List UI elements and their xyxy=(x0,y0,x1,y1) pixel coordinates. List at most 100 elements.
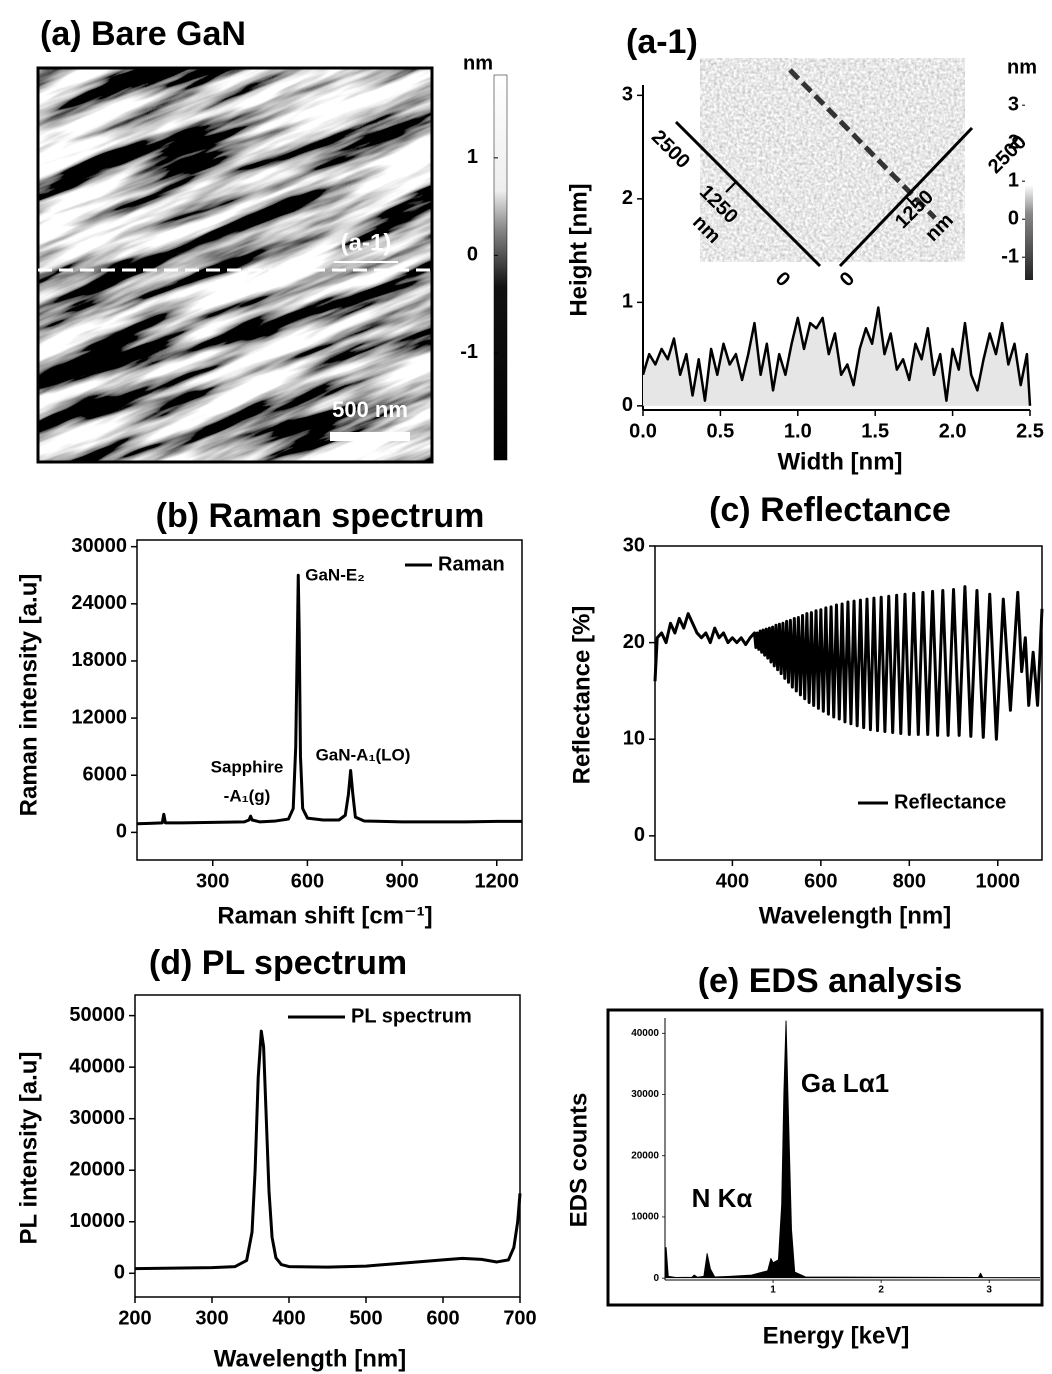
inset-axis-label: 0 xyxy=(771,268,794,291)
y-tick-label: 18000 xyxy=(71,649,127,671)
panel-title: (a-1) xyxy=(626,23,698,61)
y-tick-label: 40000 xyxy=(631,1028,659,1039)
line xyxy=(641,306,1032,406)
afm-frame xyxy=(36,66,434,464)
inset-axis-label: nm xyxy=(921,209,958,246)
y-axis-label: Height [nm] xyxy=(565,183,592,316)
inset-colorbar-tick-label: 2 xyxy=(1008,131,1019,153)
afm-3d-surface xyxy=(700,58,965,262)
y-tick-label: 30 xyxy=(623,534,645,556)
x-tick-label: 1200 xyxy=(475,870,520,892)
y-tick-label: 20 xyxy=(623,631,645,653)
scale-bar xyxy=(330,432,410,441)
annotation: (a-1) xyxy=(341,229,392,256)
x-tick-label: 1000 xyxy=(976,870,1021,892)
plot-frame xyxy=(136,539,523,861)
y-tick-label: 30000 xyxy=(631,1089,659,1100)
x-tick-label: 0.5 xyxy=(706,420,734,442)
y-tick-label: 0 xyxy=(653,1273,659,1284)
inset-colorbar-tick-label: 0 xyxy=(1008,207,1019,229)
y-tick-label: 30000 xyxy=(71,535,127,557)
y-tick-label: 50000 xyxy=(69,1004,125,1026)
x-tick-label: 700 xyxy=(503,1307,536,1329)
afm-texture xyxy=(38,68,432,462)
y-tick-label: 10 xyxy=(623,728,645,750)
outer-frame xyxy=(606,1008,1044,1307)
x-tick-label: 2 xyxy=(878,1285,884,1296)
y-tick-label: 12000 xyxy=(71,706,127,728)
y-axis-label: Reflectance [%] xyxy=(568,606,595,785)
annotation: -A₁(g) xyxy=(224,786,271,805)
legend-label: PL spectrum xyxy=(351,1005,472,1027)
x-tick-label: 2.5 xyxy=(1016,420,1044,442)
colorbar xyxy=(493,74,508,461)
line xyxy=(134,1029,522,1271)
colorbar-tick-label: 1 xyxy=(467,146,478,168)
afm-image xyxy=(38,68,432,462)
y-axis-label: Raman intensity [a.u] xyxy=(15,574,42,817)
y-tick-label: 0 xyxy=(634,824,645,846)
plot-frame xyxy=(654,545,1043,861)
inset-axis-tick xyxy=(725,181,737,193)
panel-title: (a) Bare GaN xyxy=(40,15,246,53)
x-tick-label: 1 xyxy=(770,1285,776,1296)
annotation: N Kα xyxy=(692,1183,753,1213)
x-axis-label: Raman shift [cm⁻¹] xyxy=(217,902,432,929)
x-axis-label: Wavelength [nm] xyxy=(214,1345,406,1372)
y-tick-label: 10000 xyxy=(69,1210,125,1232)
x-tick-label: 3 xyxy=(986,1285,992,1296)
annotation: GaN-A₁(LO) xyxy=(316,745,411,764)
x-tick-label: 300 xyxy=(196,870,229,892)
line xyxy=(653,585,1044,741)
x-tick-label: 400 xyxy=(716,870,749,892)
y-tick-label: 0 xyxy=(116,821,127,843)
inset-colorbar xyxy=(1025,90,1033,280)
area xyxy=(643,307,1030,406)
x-tick-label: 600 xyxy=(426,1307,459,1329)
line xyxy=(664,1020,1041,1279)
y-tick-label: 1 xyxy=(622,291,633,313)
inset-colorbar-label: nm xyxy=(1007,56,1037,78)
legend-label: Reflectance xyxy=(894,791,1006,813)
annotation: GaN-E₂ xyxy=(305,565,365,584)
inset-colorbar-tick-label: 3 xyxy=(1008,93,1019,115)
inset-colorbar-tick-label: -1 xyxy=(1001,245,1019,267)
y-axis-label: EDS counts xyxy=(565,1093,592,1228)
x-tick-label: 600 xyxy=(291,870,324,892)
x-tick-label: 900 xyxy=(385,870,418,892)
y-tick-label: 0 xyxy=(114,1262,125,1284)
colorbar-label: nm xyxy=(463,52,493,74)
legend-label: Raman xyxy=(438,553,505,575)
y-tick-label: 6000 xyxy=(83,764,128,786)
x-tick-label: 800 xyxy=(893,870,926,892)
line xyxy=(136,573,522,826)
panel-title: (c) Reflectance xyxy=(709,491,951,529)
inset-axis-tick xyxy=(905,196,917,208)
y-tick-label: 30000 xyxy=(69,1107,125,1129)
x-tick-label: 200 xyxy=(118,1307,151,1329)
x-tick-label: 400 xyxy=(272,1307,305,1329)
y-tick-label: 40000 xyxy=(69,1055,125,1077)
panel-title: (b) Raman spectrum xyxy=(156,497,485,535)
panel-title: (e) EDS analysis xyxy=(698,962,963,1000)
y-tick-label: 20000 xyxy=(631,1150,659,1161)
inset-colorbar-tick-label: 1 xyxy=(1008,169,1019,191)
y-axis-label: PL intensity [a.u] xyxy=(15,1052,42,1245)
x-tick-label: 500 xyxy=(349,1307,382,1329)
y-tick-label: 0 xyxy=(622,394,633,416)
x-tick-label: 1.5 xyxy=(861,420,889,442)
x-tick-label: 0.0 xyxy=(629,420,657,442)
y-tick-label: 24000 xyxy=(71,592,127,614)
area xyxy=(665,1021,1040,1279)
y-tick-label: 3 xyxy=(622,84,633,106)
x-axis-label: Width [nm] xyxy=(777,448,902,475)
colorbar-tick-label: 0 xyxy=(467,244,478,266)
colorbar-tick-label: -1 xyxy=(460,341,478,363)
panel-title: (d) PL spectrum xyxy=(149,944,407,982)
x-tick-label: 600 xyxy=(804,870,837,892)
annotation: Ga Lα1 xyxy=(801,1068,889,1098)
inset-axis xyxy=(674,120,822,268)
y-tick-label: 10000 xyxy=(631,1212,659,1223)
y-tick-label: 2 xyxy=(622,187,633,209)
